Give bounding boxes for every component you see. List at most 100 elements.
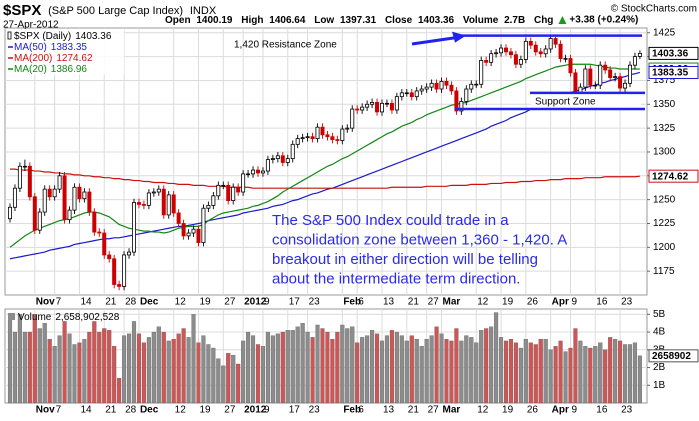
candle-body: [518, 59, 523, 65]
candle-body: [221, 184, 226, 187]
candle-body: [330, 136, 335, 140]
x-tick-label: 19: [199, 405, 211, 416]
x-tick-label: 2012: [244, 297, 267, 308]
volume-bar: [290, 330, 295, 404]
symbol: $SPX: [3, 2, 41, 19]
last-value-label: 1274.62: [652, 171, 689, 182]
volume-bar: [627, 344, 633, 404]
candle-body: [186, 232, 191, 237]
candle-body: [414, 90, 419, 98]
volume-bar: [414, 339, 419, 404]
volume-bar: [469, 337, 474, 404]
quote-label: Close: [385, 15, 413, 26]
candle-body: [508, 51, 513, 56]
volume-bar: [62, 321, 67, 404]
volume-bar: [310, 337, 315, 404]
volume-bar: [47, 339, 52, 404]
candle-body: [335, 139, 340, 141]
x-tick-label: 17: [289, 297, 301, 308]
volume-bar: [454, 328, 459, 404]
x-tick-label: 17: [289, 405, 301, 416]
volume-bar: [7, 319, 13, 404]
volume-bar: [379, 340, 385, 404]
volume-bar: [186, 337, 191, 404]
quote-value: 1400.19: [196, 15, 233, 26]
volume-bar: [112, 346, 117, 404]
change-arrow: [558, 16, 567, 24]
candle-body: [295, 138, 300, 145]
candle-body: [300, 137, 305, 140]
quote-label: Open: [165, 15, 191, 26]
volume-bar: [578, 340, 583, 404]
candle-body: [370, 101, 375, 105]
volume-bar: [494, 312, 499, 404]
support-label: Support Zone: [535, 97, 596, 108]
candle-body: [637, 53, 642, 57]
candle-body: [231, 186, 236, 201]
volume-bar: [345, 328, 350, 404]
y-tick-label: 1325: [653, 123, 676, 134]
volume-bar: [77, 342, 82, 404]
volume-bar: [538, 339, 543, 404]
volume-bar: [285, 330, 290, 404]
x-tick-label: 9: [571, 297, 577, 308]
volume-bar: [588, 347, 593, 404]
candle-body: [623, 82, 628, 89]
volume-bar: [126, 333, 132, 404]
volume-bar: [27, 331, 32, 404]
volume-bar: [563, 351, 568, 404]
candle-body: [22, 165, 27, 168]
quote-label: Volume: [463, 15, 499, 26]
candle-body: [82, 191, 87, 200]
y-tick-label: 1375: [653, 75, 676, 86]
candle-body: [141, 204, 146, 206]
quote-value: 2.7B: [504, 15, 525, 26]
candle-body: [62, 175, 67, 221]
candle-body: [628, 64, 633, 84]
candle-body: [320, 126, 325, 136]
y-tick-label: 1175: [653, 266, 675, 277]
candle-body: [489, 53, 494, 63]
arrow-head: [452, 31, 466, 43]
candle-body: [528, 40, 533, 46]
date: 27-Apr-2012: [3, 20, 59, 31]
support-label-bg: [531, 93, 641, 109]
candle-body: [384, 102, 389, 105]
x-tick-label: 16: [596, 405, 608, 416]
candle-body: [156, 188, 161, 193]
note-line: breakout in either direction will be tel…: [272, 251, 538, 268]
candle-body: [12, 187, 17, 208]
volume-bar: [543, 339, 548, 404]
candle-body: [196, 228, 201, 243]
volume-bar: [598, 342, 603, 404]
x-tick-label: 19: [502, 297, 514, 308]
volume-bar: [305, 331, 310, 404]
legend-entry: $SPX (Daily) 1403.36: [14, 31, 112, 42]
volume-bar: [365, 335, 370, 404]
volume-bar: [374, 333, 380, 404]
volume-bar: [102, 328, 107, 404]
quote-label: Chg: [534, 15, 553, 26]
candle-body: [97, 231, 102, 234]
volume-bar: [136, 333, 142, 404]
volume-bar: [82, 339, 87, 404]
volume-bar: [370, 330, 375, 404]
candle-body: [127, 251, 132, 256]
candle-body: [503, 47, 508, 53]
legend-label: Volume: [18, 312, 52, 323]
legend-bg: [6, 29, 124, 75]
candle-body: [325, 134, 330, 138]
volume-bar: [216, 358, 221, 404]
candle-body: [255, 169, 260, 174]
volume-bar: [583, 346, 588, 404]
candle-body: [583, 68, 588, 88]
candle-body: [117, 284, 122, 287]
y-tick-label: 1425: [653, 27, 676, 38]
volume-bar: [399, 335, 404, 404]
candle-body: [543, 48, 548, 55]
volume-bar: [260, 346, 266, 404]
volume-bar: [325, 331, 330, 404]
x-tick-label: 23: [621, 297, 633, 308]
candle-body: [409, 92, 414, 98]
candle-body: [251, 169, 256, 175]
